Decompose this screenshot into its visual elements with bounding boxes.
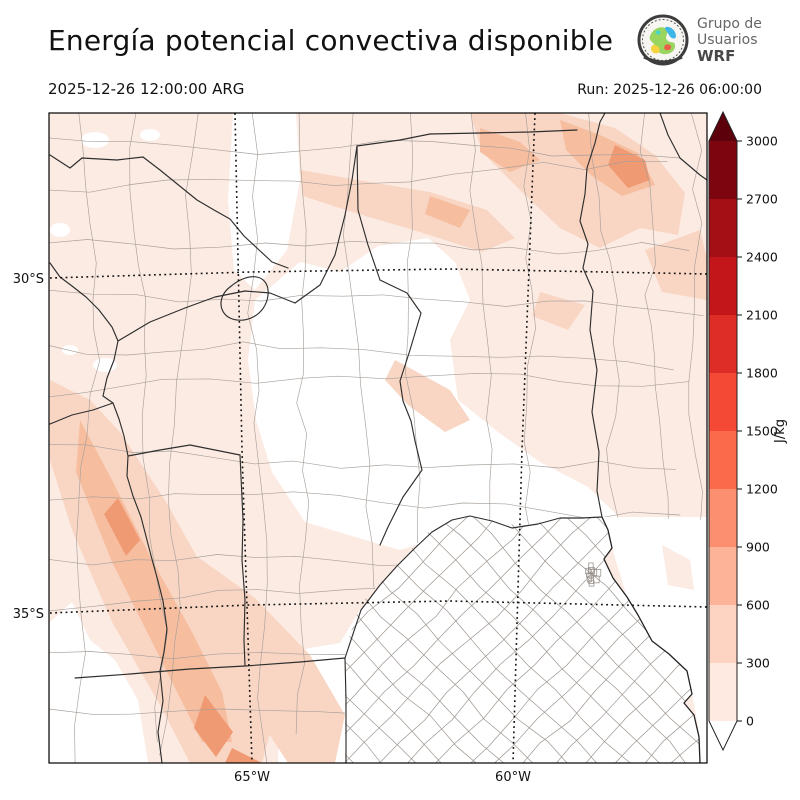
wrf-globe-icon bbox=[637, 14, 689, 66]
logo-text-line2: Usuarios bbox=[697, 31, 758, 48]
colorbar-segment bbox=[709, 257, 737, 315]
boundary-line bbox=[129, 113, 168, 743]
colorbar-tick-label: 900 bbox=[746, 540, 770, 555]
boundary-line bbox=[430, 516, 700, 763]
boundary-line bbox=[295, 113, 310, 735]
boundary-line bbox=[462, 516, 700, 763]
colorbar-segment bbox=[709, 199, 737, 257]
run-time-label: Run: 2025-12-26 06:00:00 bbox=[577, 82, 762, 98]
gridline-35S bbox=[49, 600, 707, 614]
boundary-line bbox=[345, 516, 700, 763]
boundary-line bbox=[345, 516, 700, 763]
logo-text-wrf: WRF bbox=[697, 47, 736, 66]
colorbar-tick-label: 3000 bbox=[746, 134, 778, 149]
colorbar-tick-label: 2400 bbox=[746, 250, 778, 265]
colorbar-tick-label: 1500 bbox=[746, 424, 778, 439]
boundary-line bbox=[49, 137, 680, 159]
boundary-line bbox=[548, 516, 700, 763]
boundary-line bbox=[345, 516, 599, 763]
ytick-35S: 35°S bbox=[13, 607, 44, 622]
colorbar-segment bbox=[709, 315, 737, 373]
boundary-line bbox=[49, 239, 690, 255]
amba-district bbox=[586, 572, 594, 578]
colorbar-tick-label: 2100 bbox=[746, 308, 778, 323]
boundary-line bbox=[49, 160, 668, 193]
boundary-line bbox=[159, 113, 199, 756]
boundary-line bbox=[49, 373, 690, 398]
colorbar-tick-label: 2700 bbox=[746, 192, 778, 207]
colorbar-segment bbox=[709, 489, 737, 547]
colorbar-tick-label: 1800 bbox=[746, 366, 778, 381]
colorbar-segment bbox=[709, 605, 737, 663]
gridline-30S bbox=[49, 268, 707, 279]
boundary-line bbox=[372, 516, 700, 763]
boundary-line bbox=[372, 516, 700, 763]
colorbar-segment bbox=[709, 141, 737, 199]
boundary-line bbox=[518, 516, 700, 763]
boundary-line bbox=[345, 516, 700, 763]
cape-field bbox=[49, 113, 707, 763]
boundary-line bbox=[487, 516, 700, 763]
boundary-line bbox=[345, 516, 700, 763]
boundary-line bbox=[577, 516, 700, 763]
boundary-line bbox=[345, 516, 660, 763]
amba-district bbox=[588, 562, 594, 570]
ytick-30S: 30°S bbox=[13, 272, 44, 287]
province-boundaries bbox=[49, 113, 707, 763]
wrf-group-logo: Grupo de Usuarios WRF bbox=[636, 12, 762, 70]
boundary-line bbox=[345, 516, 692, 763]
colorbar-unit-label: J/kg bbox=[773, 419, 788, 444]
amba-district bbox=[588, 567, 595, 574]
colorbar-tick-label: 1200 bbox=[746, 482, 778, 497]
logo-text-line1: Grupo de bbox=[697, 15, 762, 32]
colorbar: 0 300 600 900 1200 1500 1800 2100 2400 2700 3000 bbox=[708, 110, 778, 752]
graticule bbox=[49, 113, 707, 763]
boundary-line bbox=[496, 516, 700, 763]
amba-district bbox=[585, 567, 591, 575]
map-frame bbox=[48, 112, 708, 764]
boundary-line bbox=[49, 341, 674, 371]
colorbar-tick-label: 300 bbox=[746, 656, 770, 671]
valid-time-label: 2025-12-26 12:00:00 ARG bbox=[48, 80, 245, 98]
colorbar-segment bbox=[709, 547, 737, 605]
colorbar-over-arrow bbox=[709, 112, 737, 141]
boundary-line bbox=[49, 289, 704, 317]
boundary-line bbox=[74, 113, 101, 763]
colorbar-segment bbox=[709, 431, 737, 489]
colorbar-tick-label: 600 bbox=[746, 598, 770, 613]
boundary-line bbox=[345, 516, 700, 763]
gridline-60W bbox=[512, 113, 536, 763]
colorbar-segment bbox=[709, 373, 737, 431]
boundary-line bbox=[609, 516, 700, 763]
amba-district bbox=[586, 575, 592, 583]
colorbar-under-arrow bbox=[709, 721, 737, 750]
boundary-line bbox=[345, 516, 700, 763]
colorbar-segment bbox=[709, 663, 737, 721]
xtick-65W: 65°W bbox=[234, 770, 270, 785]
colorbar-tick-label: 0 bbox=[746, 714, 754, 729]
page-title: Energía potencial convectiva disponible bbox=[48, 24, 614, 57]
boundary-line bbox=[345, 516, 700, 763]
boundary-line bbox=[405, 516, 700, 763]
xtick-60W: 60°W bbox=[495, 770, 531, 785]
boundary-line bbox=[527, 516, 700, 763]
boundary-line bbox=[345, 516, 681, 763]
boundary-line bbox=[247, 113, 269, 763]
boundary-line bbox=[49, 491, 681, 520]
